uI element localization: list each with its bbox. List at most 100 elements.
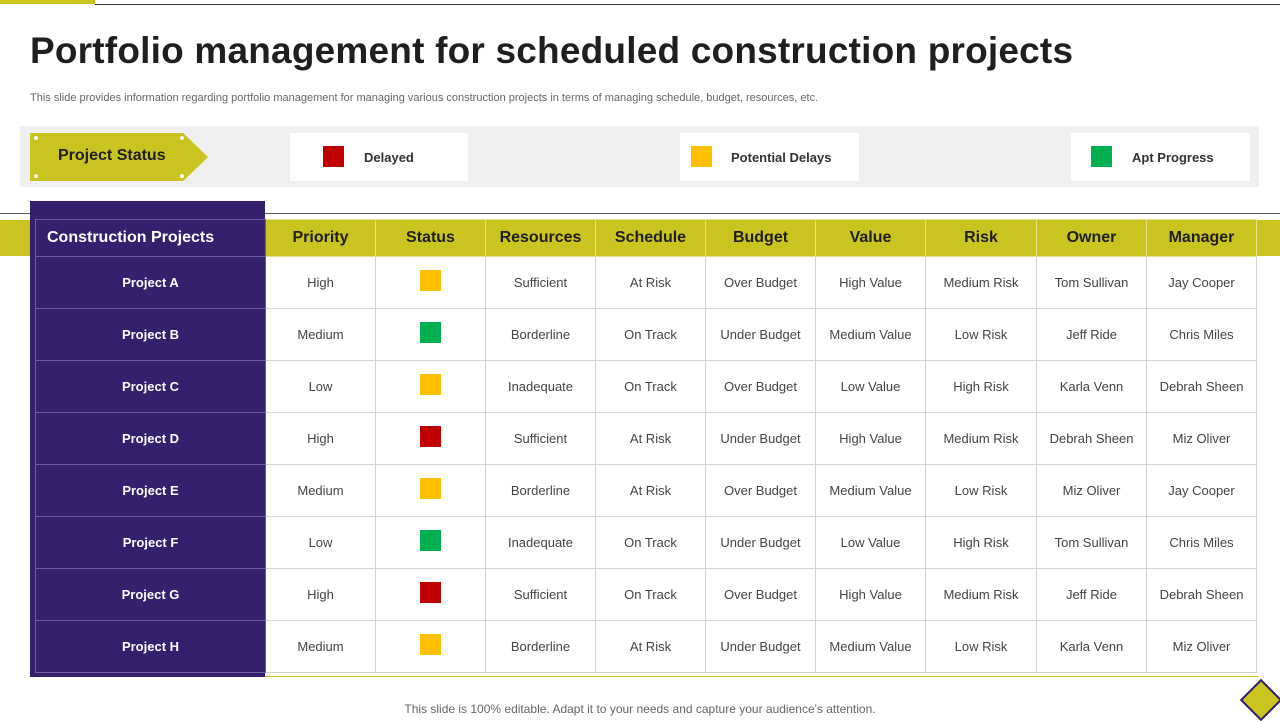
- status-cell: [375, 464, 486, 517]
- budget-cell: Under Budget: [705, 308, 816, 361]
- table-row: Project B Medium Borderline On Track Under B…: [35, 308, 1257, 361]
- risk-cell: High Risk: [925, 360, 1037, 413]
- status-indicator: [420, 426, 441, 447]
- schedule-cell: At Risk: [595, 464, 706, 517]
- column-header: Status: [375, 219, 486, 257]
- manager-cell: Miz Oliver: [1146, 412, 1257, 465]
- budget-cell: Over Budget: [705, 360, 816, 413]
- budget-cell: Under Budget: [705, 412, 816, 465]
- risk-cell: Medium Risk: [925, 568, 1037, 621]
- project-name: Project A: [35, 256, 266, 309]
- project-name: Project D: [35, 412, 266, 465]
- table-bottom-rule: [265, 676, 1259, 677]
- value-cell: High Value: [815, 412, 926, 465]
- apt-progress-swatch: [1091, 146, 1112, 167]
- legend-item-potential-delays: Potential Delays: [680, 133, 859, 181]
- legend-item-label: Delayed: [364, 150, 414, 165]
- page-subtitle: This slide provides information regardin…: [30, 92, 819, 104]
- status-indicator: [420, 478, 441, 499]
- legend-dot: [34, 136, 38, 140]
- status-cell: [375, 412, 486, 465]
- status-cell: [375, 308, 486, 361]
- top-accent-bar: [0, 0, 95, 4]
- legend-dot: [180, 174, 184, 178]
- legend-item-label: Apt Progress: [1132, 150, 1214, 165]
- risk-cell: Low Risk: [925, 464, 1037, 517]
- table-row: Project H Medium Borderline At Risk Under Bu…: [35, 620, 1257, 673]
- table-row: Project A High Sufficient At Risk Over Budge…: [35, 256, 1257, 309]
- footer-note: This slide is 100% editable. Adapt it to…: [404, 702, 876, 716]
- manager-cell: Debrah Sheen: [1146, 568, 1257, 621]
- budget-cell: Over Budget: [705, 568, 816, 621]
- legend-dot: [180, 136, 184, 140]
- project-name: Project E: [35, 464, 266, 517]
- project-name: Project B: [35, 308, 266, 361]
- column-header: Value: [815, 219, 926, 257]
- priority-cell: Medium: [265, 464, 376, 517]
- budget-cell: Under Budget: [705, 620, 816, 673]
- legend-item-apt-progress: Apt Progress: [1071, 133, 1250, 181]
- schedule-cell: At Risk: [595, 620, 706, 673]
- status-cell: [375, 568, 486, 621]
- risk-cell: Medium Risk: [925, 412, 1037, 465]
- risk-cell: High Risk: [925, 516, 1037, 569]
- legend-item-label: Potential Delays: [731, 150, 832, 165]
- schedule-cell: At Risk: [595, 256, 706, 309]
- budget-cell: Over Budget: [705, 464, 816, 517]
- column-header: Priority: [265, 219, 376, 257]
- priority-cell: Medium: [265, 308, 376, 361]
- value-cell: High Value: [815, 568, 926, 621]
- status-cell: [375, 620, 486, 673]
- delayed-swatch: [323, 146, 344, 167]
- project-name: Project H: [35, 620, 266, 673]
- portfolio-table: Construction Projects Priority Status Re…: [35, 219, 1257, 673]
- value-cell: Medium Value: [815, 464, 926, 517]
- project-name: Project G: [35, 568, 266, 621]
- manager-cell: Chris Miles: [1146, 516, 1257, 569]
- resources-cell: Inadequate: [485, 516, 596, 569]
- status-indicator: [420, 634, 441, 655]
- schedule-cell: On Track: [595, 308, 706, 361]
- schedule-cell: At Risk: [595, 412, 706, 465]
- legend-arrow-shape: [30, 133, 208, 181]
- owner-cell: Jeff Ride: [1036, 568, 1147, 621]
- manager-cell: Miz Oliver: [1146, 620, 1257, 673]
- status-cell: [375, 360, 486, 413]
- status-legend: [20, 126, 1259, 187]
- owner-cell: Miz Oliver: [1036, 464, 1147, 517]
- priority-cell: High: [265, 256, 376, 309]
- priority-cell: High: [265, 568, 376, 621]
- table-row: Project F Low Inadequate On Track Under Budg…: [35, 516, 1257, 569]
- value-cell: High Value: [815, 256, 926, 309]
- separator-line: [0, 213, 1280, 214]
- table-row: Project C Low Inadequate On Track Over Budge…: [35, 360, 1257, 413]
- owner-cell: Debrah Sheen: [1036, 412, 1147, 465]
- resources-cell: Inadequate: [485, 360, 596, 413]
- status-indicator: [420, 374, 441, 395]
- column-header: Manager: [1146, 219, 1257, 257]
- status-indicator: [420, 530, 441, 551]
- value-cell: Low Value: [815, 516, 926, 569]
- manager-cell: Chris Miles: [1146, 308, 1257, 361]
- owner-cell: Tom Sullivan: [1036, 516, 1147, 569]
- table-header-row: Construction Projects Priority Status Re…: [35, 219, 1257, 257]
- budget-cell: Over Budget: [705, 256, 816, 309]
- status-indicator: [420, 582, 441, 603]
- column-header: Risk: [925, 219, 1037, 257]
- resources-cell: Sufficient: [485, 412, 596, 465]
- manager-cell: Debrah Sheen: [1146, 360, 1257, 413]
- status-indicator: [420, 322, 441, 343]
- owner-cell: Karla Venn: [1036, 620, 1147, 673]
- owner-cell: Tom Sullivan: [1036, 256, 1147, 309]
- priority-cell: Low: [265, 360, 376, 413]
- legend-dot: [34, 174, 38, 178]
- value-cell: Low Value: [815, 360, 926, 413]
- risk-cell: Low Risk: [925, 620, 1037, 673]
- table-row: Project E Medium Borderline At Risk Over Bud…: [35, 464, 1257, 517]
- schedule-cell: On Track: [595, 568, 706, 621]
- resources-cell: Sufficient: [485, 568, 596, 621]
- table-row: Project D High Sufficient At Risk Under Budg…: [35, 412, 1257, 465]
- resources-cell: Sufficient: [485, 256, 596, 309]
- value-cell: Medium Value: [815, 620, 926, 673]
- schedule-cell: On Track: [595, 516, 706, 569]
